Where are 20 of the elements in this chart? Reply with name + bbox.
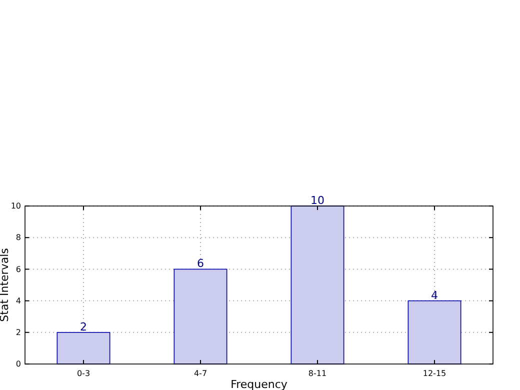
y-tick-label: 2 — [16, 328, 21, 337]
x-tick-label: 12-15 — [422, 369, 446, 378]
x-axis-title: Frequency — [230, 378, 288, 390]
x-tick-label: 8-11 — [308, 369, 327, 378]
x-tick-label: 4-7 — [194, 369, 208, 378]
data-label: 10 — [310, 194, 324, 207]
x-tick-label: 0-3 — [76, 369, 90, 378]
bar — [174, 268, 228, 364]
bar — [290, 206, 344, 364]
y-axis-title: Stat Intervals — [0, 248, 11, 322]
y-tick-label: 6 — [16, 264, 21, 274]
y-tick-label: 8 — [16, 233, 21, 242]
data-label: 6 — [197, 257, 204, 270]
y-tick-label: 10 — [10, 202, 21, 211]
bar — [56, 332, 110, 364]
bar — [408, 300, 462, 364]
y-tick-label: 0 — [16, 360, 21, 369]
data-label: 4 — [431, 288, 438, 302]
data-label: 2 — [80, 320, 87, 334]
y-tick-label: 4 — [16, 296, 21, 306]
